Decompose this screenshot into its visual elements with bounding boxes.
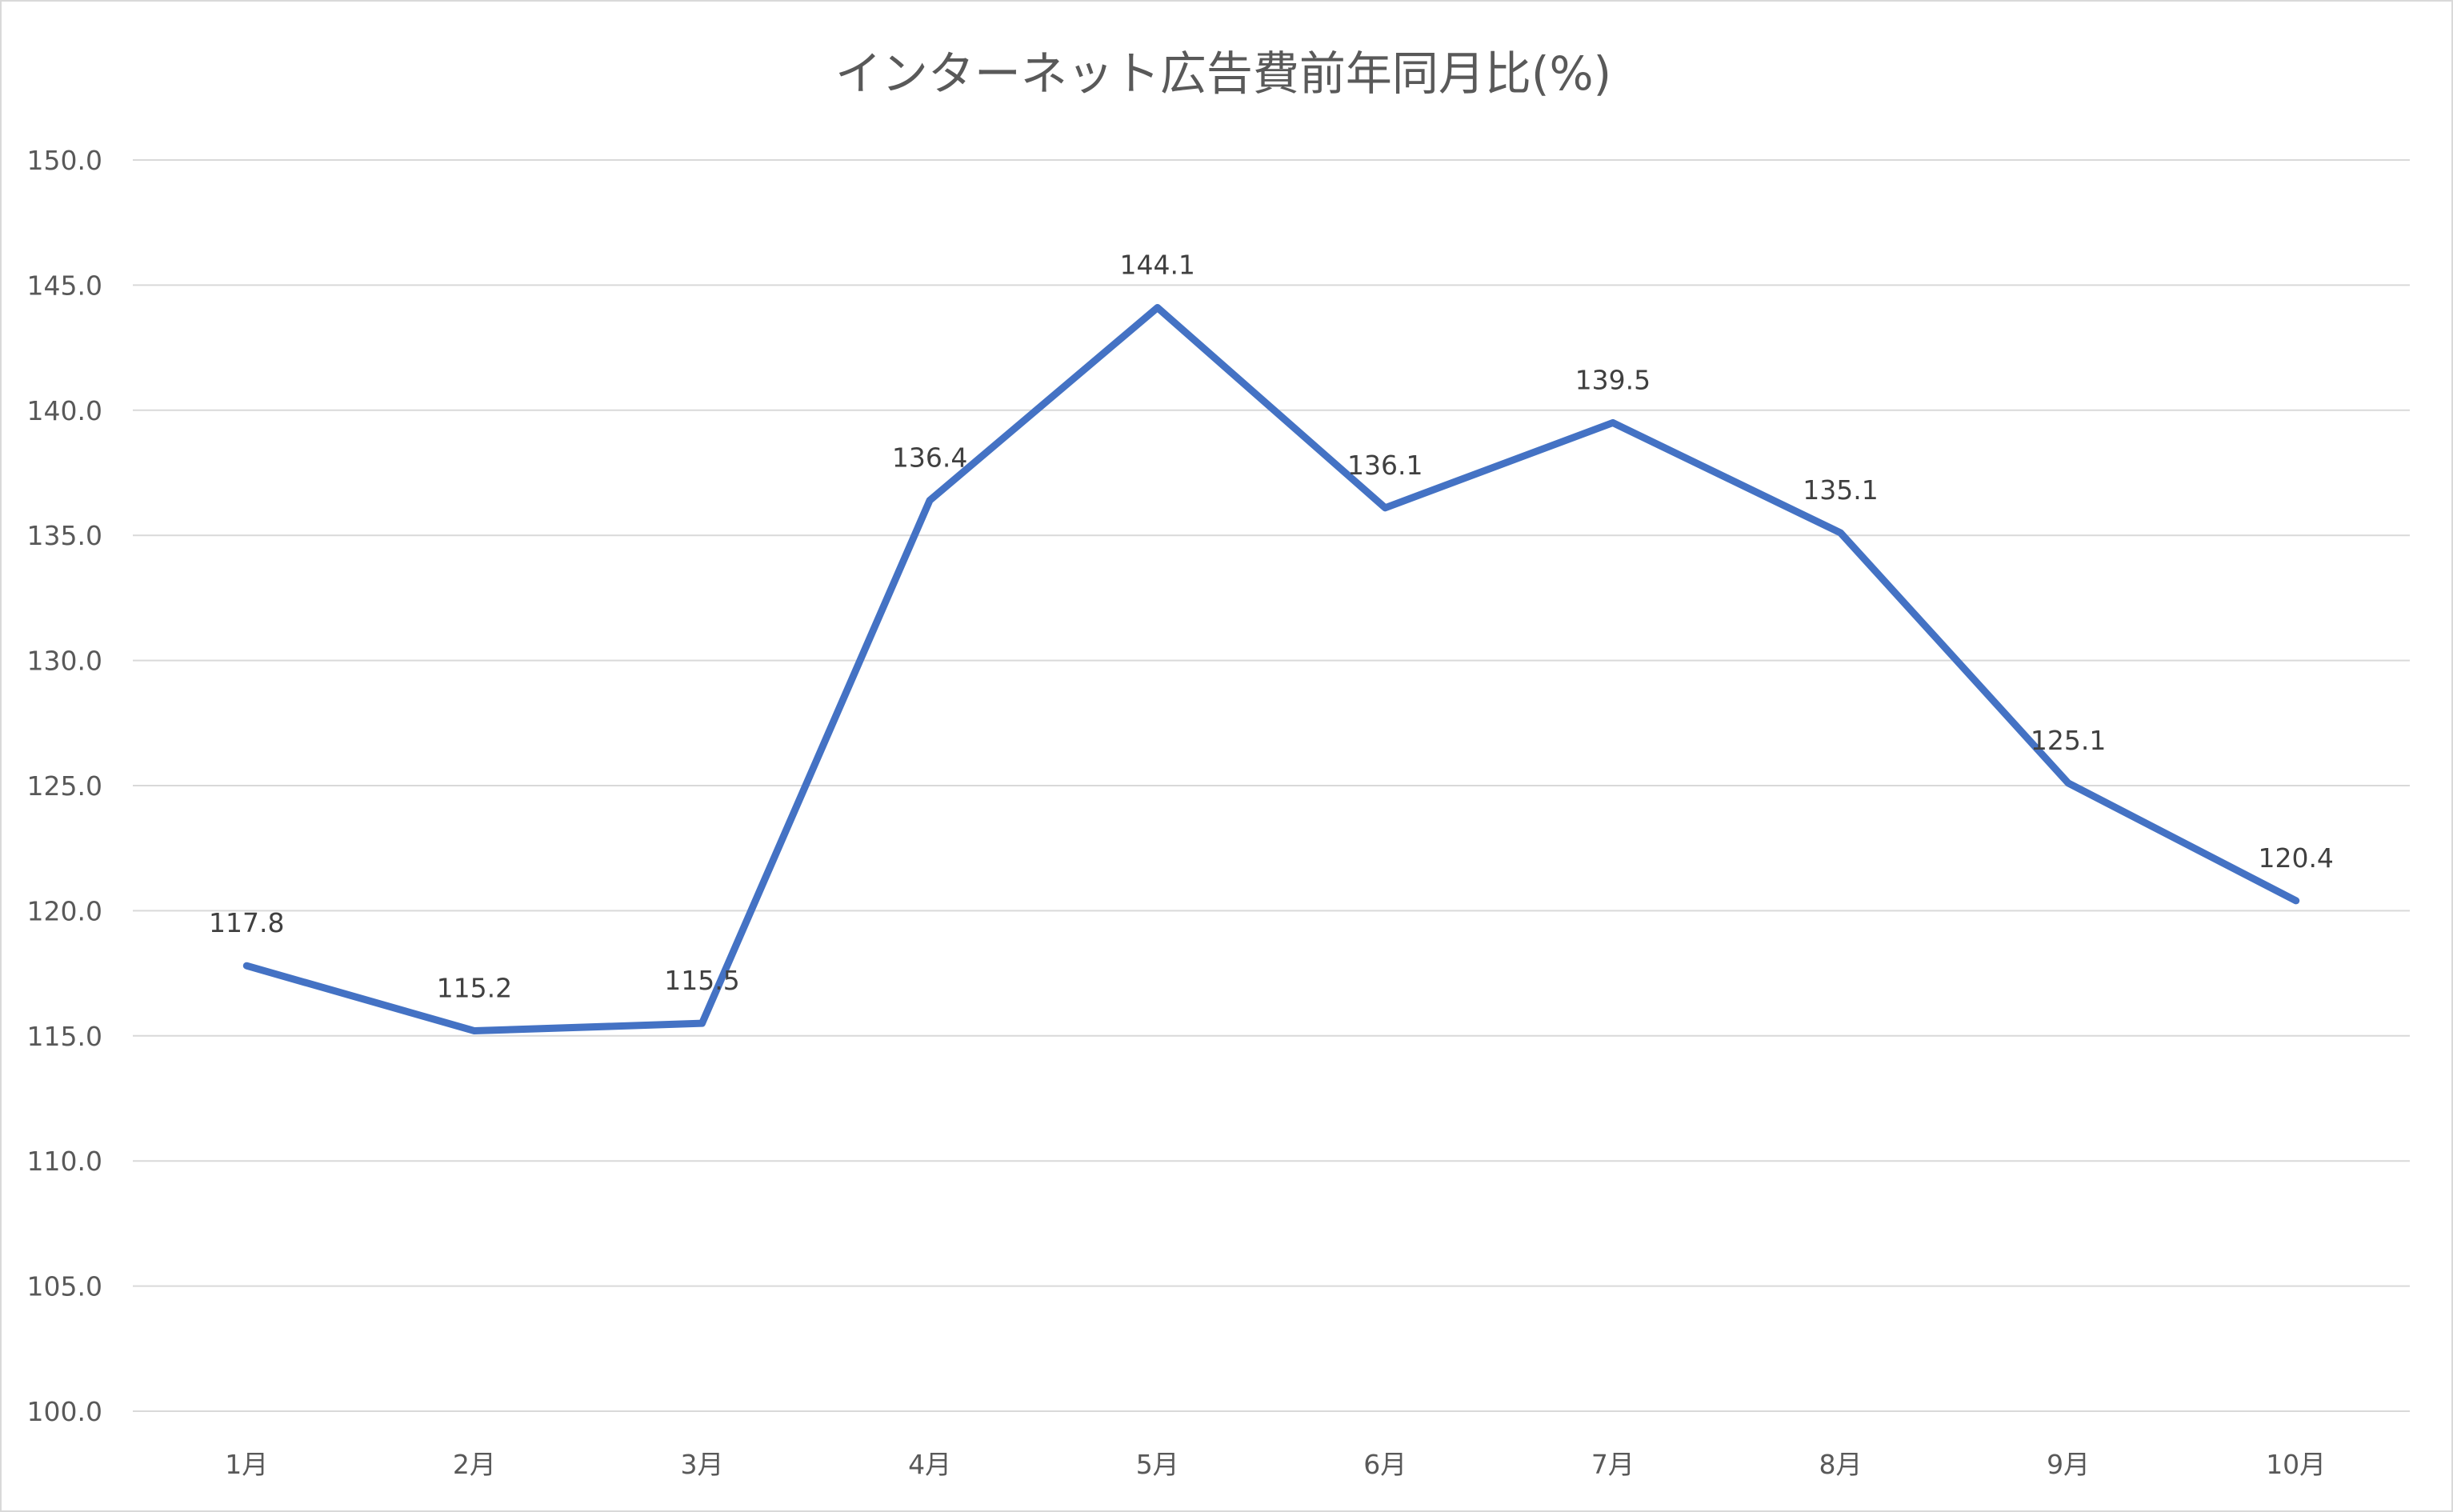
y-tick-label: 130.0 [27, 646, 102, 677]
data-labels: 117.8 115.2 115.5 136.4 144.1 136.1 139.5 135.1… [209, 250, 2334, 1004]
chart-title: インターネット広告費前年同月比(%) [835, 46, 1611, 101]
series-line [242, 304, 2300, 1035]
data-label: 115.5 [664, 965, 739, 996]
data-label: 135.1 [1803, 474, 1878, 506]
x-tick-label: 9月 [2047, 1449, 2090, 1480]
y-tick-label: 145.0 [27, 270, 102, 301]
y-tick-label: 110.0 [27, 1146, 102, 1177]
data-label: 120.4 [2258, 842, 2333, 874]
data-label: 125.1 [2031, 725, 2106, 756]
x-tick-label: 7月 [1591, 1449, 1635, 1480]
data-label: 115.2 [437, 973, 512, 1004]
x-tick-label: 4月 [908, 1449, 951, 1480]
y-tick-label: 140.0 [27, 395, 102, 426]
x-tick-label: 10月 [2266, 1449, 2326, 1480]
x-tick-label: 2月 [453, 1449, 496, 1480]
y-tick-label: 115.0 [27, 1021, 102, 1052]
x-tick-label: 1月 [225, 1449, 268, 1480]
x-tick-label: 3月 [681, 1449, 724, 1480]
y-tick-label: 150.0 [27, 145, 102, 176]
data-label: 136.4 [892, 442, 967, 473]
x-tick-label: 8月 [1819, 1449, 1863, 1480]
x-tick-label: 6月 [1363, 1449, 1407, 1480]
x-axis: 1月 2月 3月 4月 5月 6月 7月 8月 9月 10月 [225, 1449, 2326, 1480]
y-tick-label: 125.0 [27, 770, 102, 802]
y-tick-label: 100.0 [27, 1396, 102, 1427]
series-layer [242, 304, 2300, 1035]
data-label: 144.1 [1119, 250, 1194, 281]
y-axis: 100.0 105.0 110.0 115.0 120.0 125.0 130.0 135.0… [27, 145, 102, 1427]
x-tick-label: 5月 [1136, 1449, 1179, 1480]
y-tick-label: 135.0 [27, 520, 102, 551]
data-label: 117.8 [209, 907, 284, 938]
data-label: 136.1 [1347, 450, 1423, 481]
y-tick-label: 120.0 [27, 895, 102, 926]
data-label: 139.5 [1575, 364, 1651, 395]
y-tick-label: 105.0 [27, 1271, 102, 1302]
